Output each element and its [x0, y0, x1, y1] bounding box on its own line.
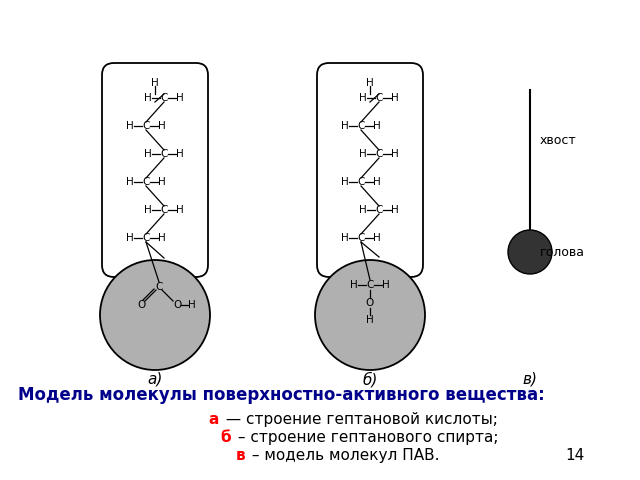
Text: H: H: [350, 280, 358, 290]
Text: C: C: [160, 149, 168, 159]
Text: H: H: [391, 149, 399, 159]
Text: – строение гептанового спирта;: – строение гептанового спирта;: [233, 430, 499, 445]
Text: H: H: [158, 177, 166, 187]
FancyBboxPatch shape: [317, 63, 423, 277]
Text: H: H: [359, 93, 367, 103]
Text: в: в: [236, 448, 245, 463]
Text: а): а): [147, 372, 163, 387]
Circle shape: [100, 260, 210, 370]
Text: C: C: [156, 282, 163, 292]
Circle shape: [508, 230, 552, 274]
Text: C: C: [366, 280, 374, 290]
Text: C: C: [160, 205, 168, 215]
Text: б): б): [362, 372, 378, 388]
Text: C: C: [375, 93, 383, 103]
Text: — строение гептановой кислоты;: — строение гептановой кислоты;: [221, 412, 498, 427]
Text: H: H: [366, 315, 374, 325]
Circle shape: [315, 260, 425, 370]
Text: 14: 14: [565, 448, 584, 463]
Text: H: H: [373, 233, 381, 243]
Text: C: C: [357, 233, 365, 243]
Text: C: C: [142, 233, 150, 243]
Text: C: C: [375, 205, 383, 215]
Text: H: H: [373, 121, 381, 131]
Text: H: H: [126, 121, 134, 131]
Text: в): в): [522, 372, 538, 387]
Text: C: C: [142, 177, 150, 187]
Text: H: H: [391, 93, 399, 103]
Text: Модель молекулы поверхностно-активного вещества:: Модель молекулы поверхностно-активного в…: [18, 386, 545, 404]
Text: H: H: [382, 280, 390, 290]
Text: – модель молекул ПАВ.: – модель молекул ПАВ.: [247, 448, 440, 463]
Text: H: H: [144, 93, 152, 103]
Text: H: H: [373, 177, 381, 187]
Text: H: H: [126, 177, 134, 187]
Text: O: O: [173, 300, 181, 310]
Text: H: H: [158, 233, 166, 243]
Text: б: б: [220, 430, 231, 445]
Text: H: H: [144, 205, 152, 215]
Text: H: H: [176, 149, 184, 159]
Text: O: O: [366, 298, 374, 308]
FancyBboxPatch shape: [102, 63, 208, 277]
Text: H: H: [341, 121, 349, 131]
Text: H: H: [158, 121, 166, 131]
Text: C: C: [357, 121, 365, 131]
Text: C: C: [357, 177, 365, 187]
Text: H: H: [126, 233, 134, 243]
Text: C: C: [142, 121, 150, 131]
Text: H: H: [341, 177, 349, 187]
Text: H: H: [144, 149, 152, 159]
Text: H: H: [359, 149, 367, 159]
Text: H: H: [391, 205, 399, 215]
Text: C: C: [375, 149, 383, 159]
Text: H: H: [176, 93, 184, 103]
Text: H: H: [151, 78, 159, 88]
Text: C: C: [160, 93, 168, 103]
Text: H: H: [188, 300, 196, 310]
Text: O: O: [137, 300, 145, 310]
Text: а: а: [209, 412, 219, 427]
Text: H: H: [359, 205, 367, 215]
Text: H: H: [176, 205, 184, 215]
Text: H: H: [366, 78, 374, 88]
Text: H: H: [341, 233, 349, 243]
Text: хвост: хвост: [540, 133, 577, 146]
Text: голова: голова: [540, 245, 585, 259]
